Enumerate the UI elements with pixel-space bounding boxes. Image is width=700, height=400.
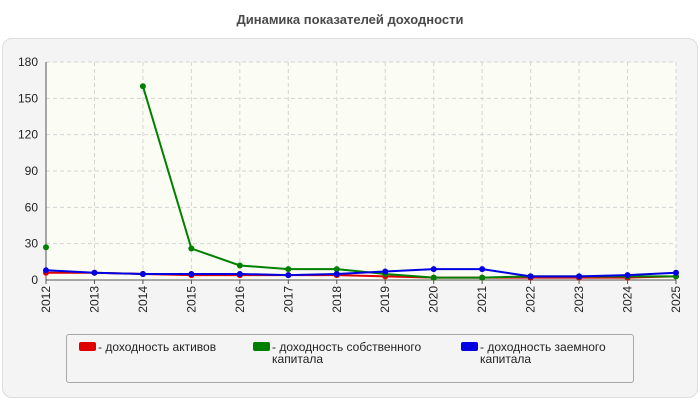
x-tick-label: 2025: [669, 286, 683, 313]
data-point-equity: [333, 266, 340, 273]
data-point-debt: [624, 272, 631, 279]
data-point-debt: [236, 270, 243, 277]
data-point-debt: [673, 269, 679, 276]
y-tick-label: 180: [18, 55, 38, 69]
legend-swatch-equity: [253, 342, 270, 351]
data-point-debt: [43, 267, 49, 274]
data-point-debt: [576, 273, 583, 280]
x-tick-label: 2024: [621, 286, 635, 313]
chart-legend: - доходность активов - доходность собств…: [66, 334, 634, 383]
x-tick-label: 2012: [39, 286, 53, 313]
data-point-debt: [285, 272, 292, 279]
data-point-debt: [527, 273, 534, 280]
y-tick-label: 150: [18, 91, 38, 105]
series-line-debt: [45, 268, 677, 278]
x-tick-label: 2022: [524, 286, 538, 313]
data-point-equity: [236, 262, 243, 269]
data-point-equity: [188, 245, 195, 252]
data-point-debt: [382, 268, 389, 275]
legend-label-equity: - доходность собственного капитала: [272, 340, 422, 366]
x-tick-label: 2015: [184, 286, 198, 313]
y-tick-label: 0: [31, 273, 38, 287]
data-point-debt: [479, 266, 486, 273]
x-tick-label: 2016: [233, 286, 247, 313]
y-tick-label: 60: [25, 200, 39, 214]
x-tick-label: 2020: [427, 286, 441, 313]
data-point-debt: [139, 270, 146, 277]
data-point-debt: [430, 266, 437, 273]
legend-label-debt: - доходность заемного капитала: [480, 340, 606, 366]
data-point-equity: [139, 83, 146, 90]
data-point-equity: [479, 274, 486, 281]
x-tick-label: 2014: [136, 286, 150, 313]
legend-swatch-debt: [461, 342, 478, 351]
y-tick-label: 120: [18, 128, 38, 142]
y-tick-label: 90: [25, 164, 39, 178]
x-tick-label: 2021: [475, 286, 489, 313]
x-tick-label: 2017: [281, 286, 295, 313]
legend-label-assets: - доходность активов: [98, 340, 217, 354]
data-point-equity: [430, 274, 437, 281]
x-tick-label: 2019: [378, 286, 392, 313]
data-point-debt: [333, 270, 340, 277]
x-tick-label: 2018: [330, 286, 344, 313]
x-tick-label: 2013: [87, 286, 101, 313]
x-tick-label: 2023: [572, 286, 586, 313]
chart-title: Динамика показателей доходности: [236, 12, 464, 27]
data-point-debt: [188, 270, 195, 277]
data-point-equity: [285, 266, 292, 273]
legend-swatch-assets: [79, 342, 96, 351]
data-point-equity: [43, 244, 49, 251]
data-point-debt: [91, 269, 98, 276]
y-tick-label: 30: [25, 237, 39, 251]
